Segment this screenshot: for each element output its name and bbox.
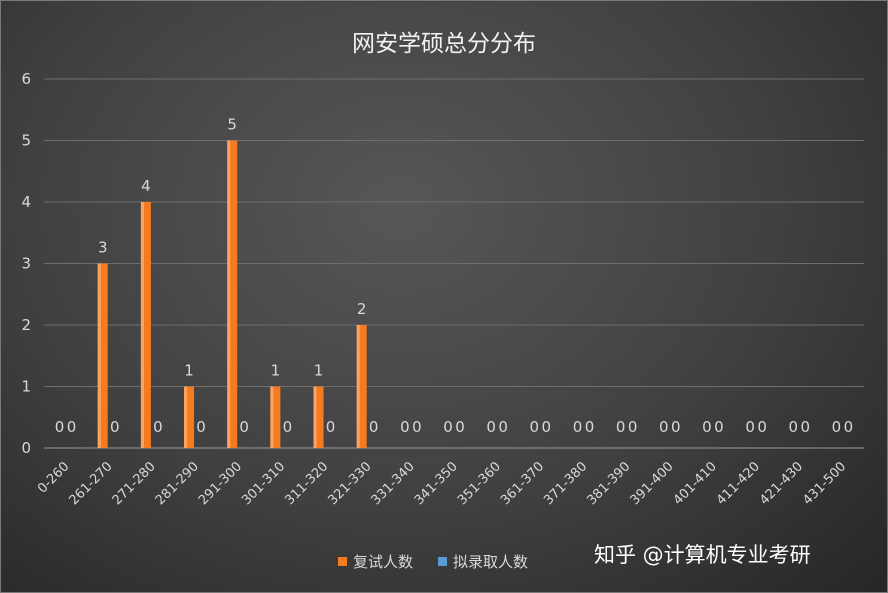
- x-tick-label: 261-270: [67, 459, 116, 508]
- x-tick-label: 361-370: [498, 459, 547, 508]
- bar-series-1: [184, 386, 195, 448]
- data-label-series-1: 4: [141, 177, 151, 195]
- data-label-series-1: 0: [573, 418, 583, 436]
- data-label-series-1: 0: [443, 418, 453, 436]
- data-label-series-2: 0: [844, 418, 854, 436]
- data-label-series-2: 0: [326, 418, 336, 436]
- bar-highlight: [227, 140, 231, 448]
- legend-label-series-1: 复试人数: [353, 553, 413, 571]
- bar-series-1: [140, 202, 151, 448]
- data-label-series-2: 0: [196, 418, 206, 436]
- data-label-series-1: 0: [659, 418, 669, 436]
- bar-highlight: [313, 386, 317, 448]
- x-tick-label: 321-330: [325, 459, 374, 508]
- data-label-series-1: 0: [832, 418, 842, 436]
- data-label-series-1: 0: [530, 418, 540, 436]
- data-label-series-2: 0: [369, 418, 379, 436]
- x-tick-label: 421-430: [757, 459, 806, 508]
- data-label-series-1: 1: [184, 362, 194, 380]
- bar-series-1: [356, 325, 367, 448]
- data-label-series-1: 0: [616, 418, 626, 436]
- legend: 复试人数 拟录取人数: [338, 553, 528, 571]
- data-label-series-2: 0: [800, 418, 810, 436]
- data-label-series-1: 0: [702, 418, 712, 436]
- x-tick-label: 371-380: [541, 459, 590, 508]
- x-tick-label: 281-290: [153, 459, 202, 508]
- y-tick-label: 3: [21, 255, 31, 273]
- bar-highlight: [270, 386, 274, 448]
- bar-highlight: [184, 386, 188, 448]
- x-tick-label: 291-300: [196, 459, 245, 508]
- y-tick-label: 0: [21, 439, 31, 457]
- bar-highlight: [97, 263, 101, 448]
- x-tick-label: 311-320: [282, 459, 331, 508]
- x-tick-label: 0-260: [35, 459, 72, 496]
- data-label-series-1: 0: [788, 418, 798, 436]
- x-axis-ticks: 0-260261-270271-280281-290291-300301-310…: [35, 459, 849, 508]
- data-label-series-2: 0: [110, 418, 120, 436]
- y-tick-label: 6: [21, 70, 31, 88]
- legend-swatch-series-2: [438, 557, 447, 566]
- data-label-series-2: 0: [412, 418, 422, 436]
- x-tick-label: 301-310: [239, 459, 288, 508]
- gridlines: [44, 78, 864, 449]
- x-tick-label: 431-500: [800, 459, 849, 508]
- data-label-series-2: 0: [628, 418, 638, 436]
- data-label-series-1: 0: [55, 418, 65, 436]
- x-tick-label: 391-400: [628, 459, 677, 508]
- data-label-series-1: 2: [357, 300, 367, 318]
- data-label-series-1: 0: [486, 418, 496, 436]
- y-axis-ticks: 0 1 2 3 4 5 6: [21, 70, 31, 457]
- x-tick-label: 381-390: [584, 459, 633, 508]
- chart-title: 网安学硕总分分布: [352, 31, 536, 57]
- bar-series-1: [270, 386, 281, 448]
- bar-highlight: [140, 202, 144, 448]
- data-label-series-1: 3: [98, 239, 108, 257]
- x-tick-label: 401-410: [671, 459, 720, 508]
- x-tick-label: 331-340: [369, 459, 418, 508]
- x-tick-label: 341-350: [412, 459, 461, 508]
- data-label-series-2: 0: [283, 418, 293, 436]
- watermark: 知乎 @计算机专业考研: [594, 543, 811, 567]
- bar-series-1: [97, 263, 108, 448]
- bar-series-1: [227, 140, 238, 448]
- data-label-series-2: 0: [153, 418, 163, 436]
- data-label-series-2: 0: [671, 418, 681, 436]
- data-label-series-2: 0: [455, 418, 465, 436]
- data-label-series-1: 5: [227, 116, 237, 134]
- x-tick-label: 411-420: [714, 459, 763, 508]
- x-tick-label: 351-360: [455, 459, 504, 508]
- y-tick-label: 4: [21, 193, 31, 211]
- bars: [97, 140, 367, 448]
- data-label-series-1: 0: [745, 418, 755, 436]
- x-tick-label: 271-280: [110, 459, 159, 508]
- data-label-series-2: 0: [585, 418, 595, 436]
- legend-swatch-series-1: [338, 557, 347, 566]
- data-label-series-2: 0: [714, 418, 724, 436]
- data-label-series-1: 1: [271, 362, 281, 380]
- y-tick-label: 5: [21, 132, 31, 150]
- y-tick-label: 1: [21, 378, 31, 396]
- legend-label-series-2: 拟录取人数: [453, 553, 528, 571]
- y-tick-label: 2: [21, 316, 31, 334]
- bar-series-1: [313, 386, 324, 448]
- data-label-series-2: 0: [498, 418, 508, 436]
- data-label-series-2: 0: [67, 418, 77, 436]
- data-label-series-2: 0: [757, 418, 767, 436]
- data-label-series-1: 1: [314, 362, 324, 380]
- data-label-series-1: 0: [400, 418, 410, 436]
- data-label-series-2: 0: [542, 418, 552, 436]
- data-label-series-2: 0: [239, 418, 249, 436]
- bar-highlight: [356, 325, 360, 448]
